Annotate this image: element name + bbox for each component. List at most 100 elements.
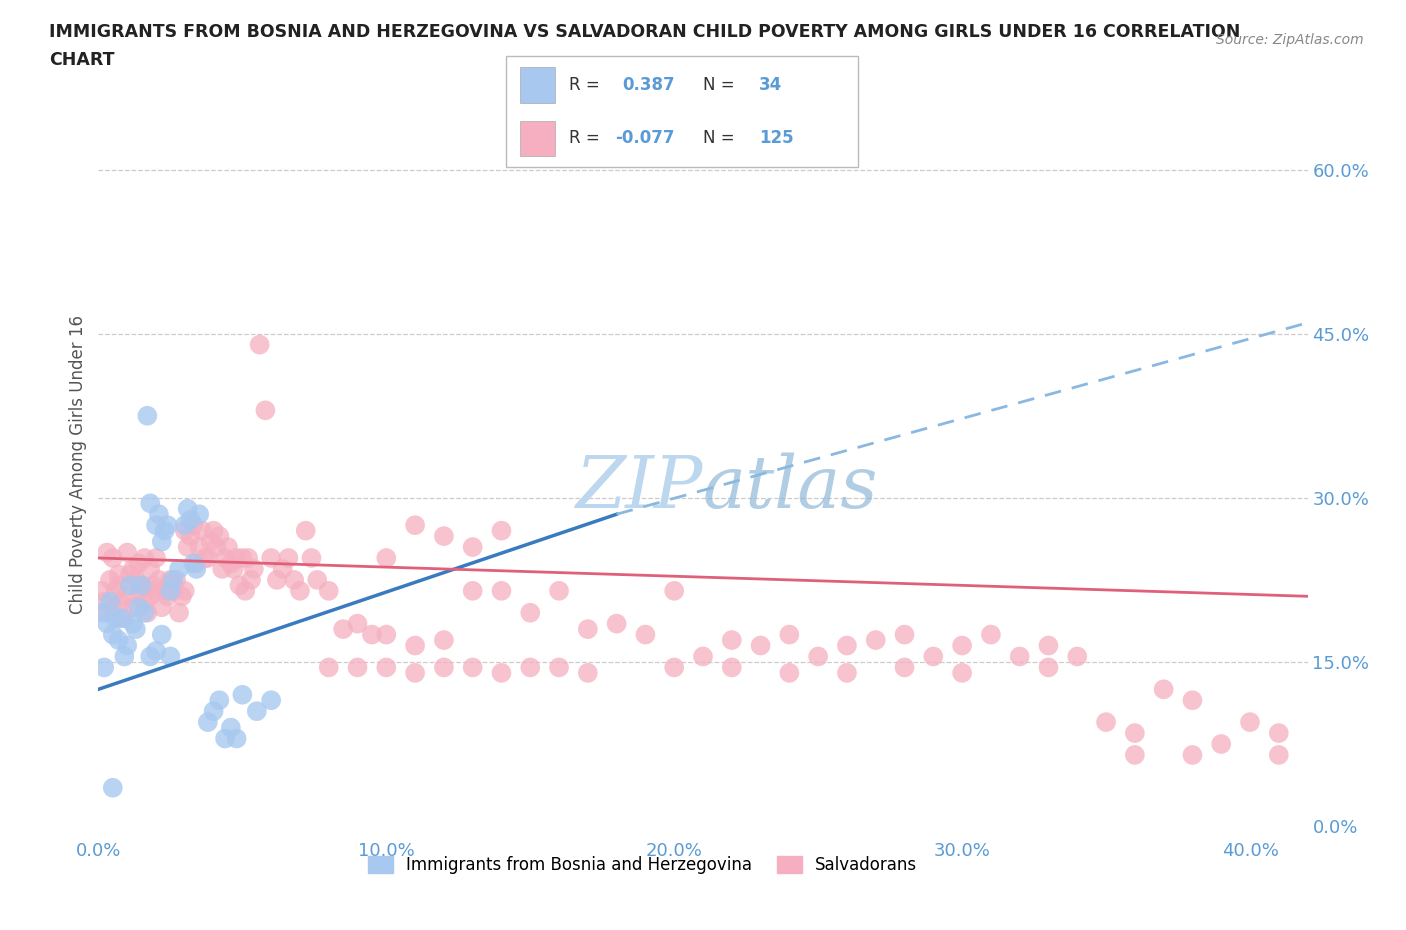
Point	[153, 524, 176, 538]
Point	[107, 567, 129, 582]
Point	[156, 589, 179, 604]
Text: CHART: CHART	[49, 51, 115, 69]
Point	[922, 649, 945, 664]
Point	[101, 627, 124, 642]
Point	[186, 556, 208, 571]
Point	[208, 528, 231, 543]
Point	[128, 600, 150, 615]
Point	[233, 583, 256, 598]
Point	[134, 551, 156, 565]
Point	[115, 638, 138, 653]
Point	[225, 551, 247, 565]
Point	[165, 573, 187, 588]
Point	[980, 627, 1002, 642]
Point	[98, 594, 121, 609]
Point	[778, 627, 800, 642]
Text: 125: 125	[759, 129, 794, 147]
Y-axis label: Child Poverty Among Girls Under 16: Child Poverty Among Girls Under 16	[69, 315, 87, 615]
Point	[104, 583, 127, 598]
Point	[136, 605, 159, 620]
Point	[1239, 714, 1261, 729]
Bar	[520, 121, 555, 156]
Point	[548, 583, 571, 598]
Point	[1268, 725, 1291, 740]
Point	[191, 524, 214, 538]
Point	[200, 534, 222, 549]
Point	[519, 660, 541, 675]
Point	[361, 627, 384, 642]
Text: R =: R =	[569, 129, 606, 147]
Point	[404, 666, 426, 681]
Point	[115, 545, 138, 560]
Point	[720, 660, 742, 675]
Point	[125, 573, 148, 588]
Point	[197, 551, 219, 565]
Point	[222, 562, 245, 577]
Bar	[520, 67, 555, 102]
Text: 0.387: 0.387	[621, 76, 675, 94]
Point	[1038, 638, 1060, 653]
Point	[156, 518, 179, 533]
Point	[491, 583, 513, 598]
Point	[491, 524, 513, 538]
Point	[375, 551, 398, 565]
Point	[1211, 737, 1233, 751]
Point	[1123, 725, 1146, 740]
Point	[211, 562, 233, 577]
Point	[194, 551, 217, 565]
Text: N =: N =	[703, 76, 740, 94]
FancyBboxPatch shape	[506, 56, 858, 167]
Point	[1181, 748, 1204, 763]
Point	[461, 539, 484, 554]
Point	[318, 583, 340, 598]
Point	[176, 501, 198, 516]
Point	[139, 562, 162, 577]
Point	[634, 627, 657, 642]
Point	[125, 621, 148, 636]
Point	[778, 666, 800, 681]
Point	[150, 600, 173, 615]
Point	[1095, 714, 1118, 729]
Point	[180, 512, 202, 527]
Point	[240, 573, 263, 588]
Point	[145, 583, 167, 598]
Point	[214, 731, 236, 746]
Point	[433, 660, 456, 675]
Text: N =: N =	[703, 129, 740, 147]
Point	[266, 573, 288, 588]
Point	[346, 617, 368, 631]
Point	[219, 720, 242, 735]
Point	[159, 583, 181, 598]
Point	[159, 573, 181, 588]
Point	[90, 583, 112, 598]
Point	[128, 583, 150, 598]
Point	[950, 638, 973, 653]
Point	[491, 666, 513, 681]
Point	[893, 660, 915, 675]
Point	[835, 666, 858, 681]
Point	[835, 638, 858, 653]
Text: 34: 34	[759, 76, 783, 94]
Point	[96, 605, 118, 620]
Point	[375, 627, 398, 642]
Point	[225, 731, 247, 746]
Point	[461, 660, 484, 675]
Point	[104, 611, 127, 626]
Point	[231, 551, 253, 565]
Point	[145, 644, 167, 658]
Point	[145, 518, 167, 533]
Point	[271, 562, 294, 577]
Point	[101, 551, 124, 565]
Point	[120, 578, 142, 592]
Point	[93, 660, 115, 675]
Point	[576, 621, 599, 636]
Point	[606, 617, 628, 631]
Point	[188, 539, 211, 554]
Point	[120, 567, 142, 582]
Point	[173, 583, 195, 598]
Point	[202, 524, 225, 538]
Text: IMMIGRANTS FROM BOSNIA AND HERZEGOVINA VS SALVADORAN CHILD POVERTY AMONG GIRLS U: IMMIGRANTS FROM BOSNIA AND HERZEGOVINA V…	[49, 23, 1240, 41]
Point	[1153, 682, 1175, 697]
Point	[180, 528, 202, 543]
Point	[162, 583, 184, 598]
